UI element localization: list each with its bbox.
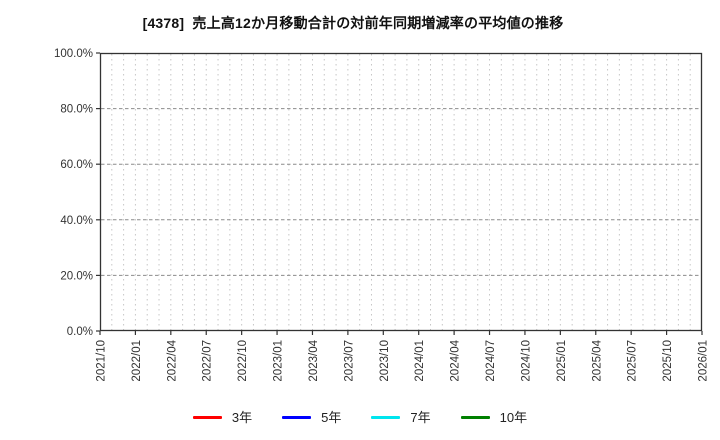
legend-item-10年: 10年 [460,409,528,425]
chart-title: [4378] 売上高12か月移動合計の対前年同期増減率の平均値の推移 [142,15,564,31]
legend-item-3年: 3年 [192,409,253,425]
legend-item-5年: 5年 [282,411,341,424]
legend-label: 7年 [410,409,431,425]
legend-line-swatch [371,415,401,419]
x-axis-label: 2024/07 [485,340,497,382]
y-axis-label: 0.0% [67,326,93,338]
y-axis-label: 80.0% [60,104,93,116]
x-axis-label: 2023/07 [343,340,355,382]
x-axis-label: 2025/01 [556,340,568,382]
plot-border [99,52,703,332]
x-axis-label: 2024/01 [414,340,426,382]
x-axis-label: 2024/04 [450,339,462,381]
legend-label: 5年 [321,409,342,425]
y-axis-label: 40.0% [60,215,93,227]
legend-line-swatch [192,415,222,419]
x-axis-label: 2022/01 [131,340,143,382]
x-axis-label: 2022/04 [166,339,178,381]
x-axis-label: 2023/10 [379,340,391,382]
y-axis-label: 100.0% [54,48,93,60]
legend-item-7年: 7年 [371,409,431,425]
x-axis-label: 2023/01 [273,340,285,382]
x-axis-label: 2022/10 [237,340,249,382]
x-axis-label: 2021/10 [96,340,108,382]
y-axis-label: 60.0% [60,159,93,171]
x-axis-label: 2026/01 [698,340,710,382]
x-axis-label: 2025/04 [591,339,603,381]
y-axis-label: 20.0% [60,270,93,282]
legend-line-swatch [282,415,312,419]
legend-line-swatch [460,415,490,419]
plot-area: 0.0% 20.0% 40.0% 60.0% 80.0% 100.0% 2021/10 202… [54,48,710,382]
legend: 3年 5年 7年 10年 [0,404,720,430]
x-axis-label: 2023/04 [308,339,320,381]
x-axis-label: 2024/10 [520,340,532,382]
legend-label: 10年 [499,409,528,425]
legend-label: 3年 [231,409,253,425]
x-axis-label: 2025/07 [627,340,639,382]
x-axis-label: 2025/10 [662,340,674,382]
x-axis-label: 2022/07 [202,340,214,382]
